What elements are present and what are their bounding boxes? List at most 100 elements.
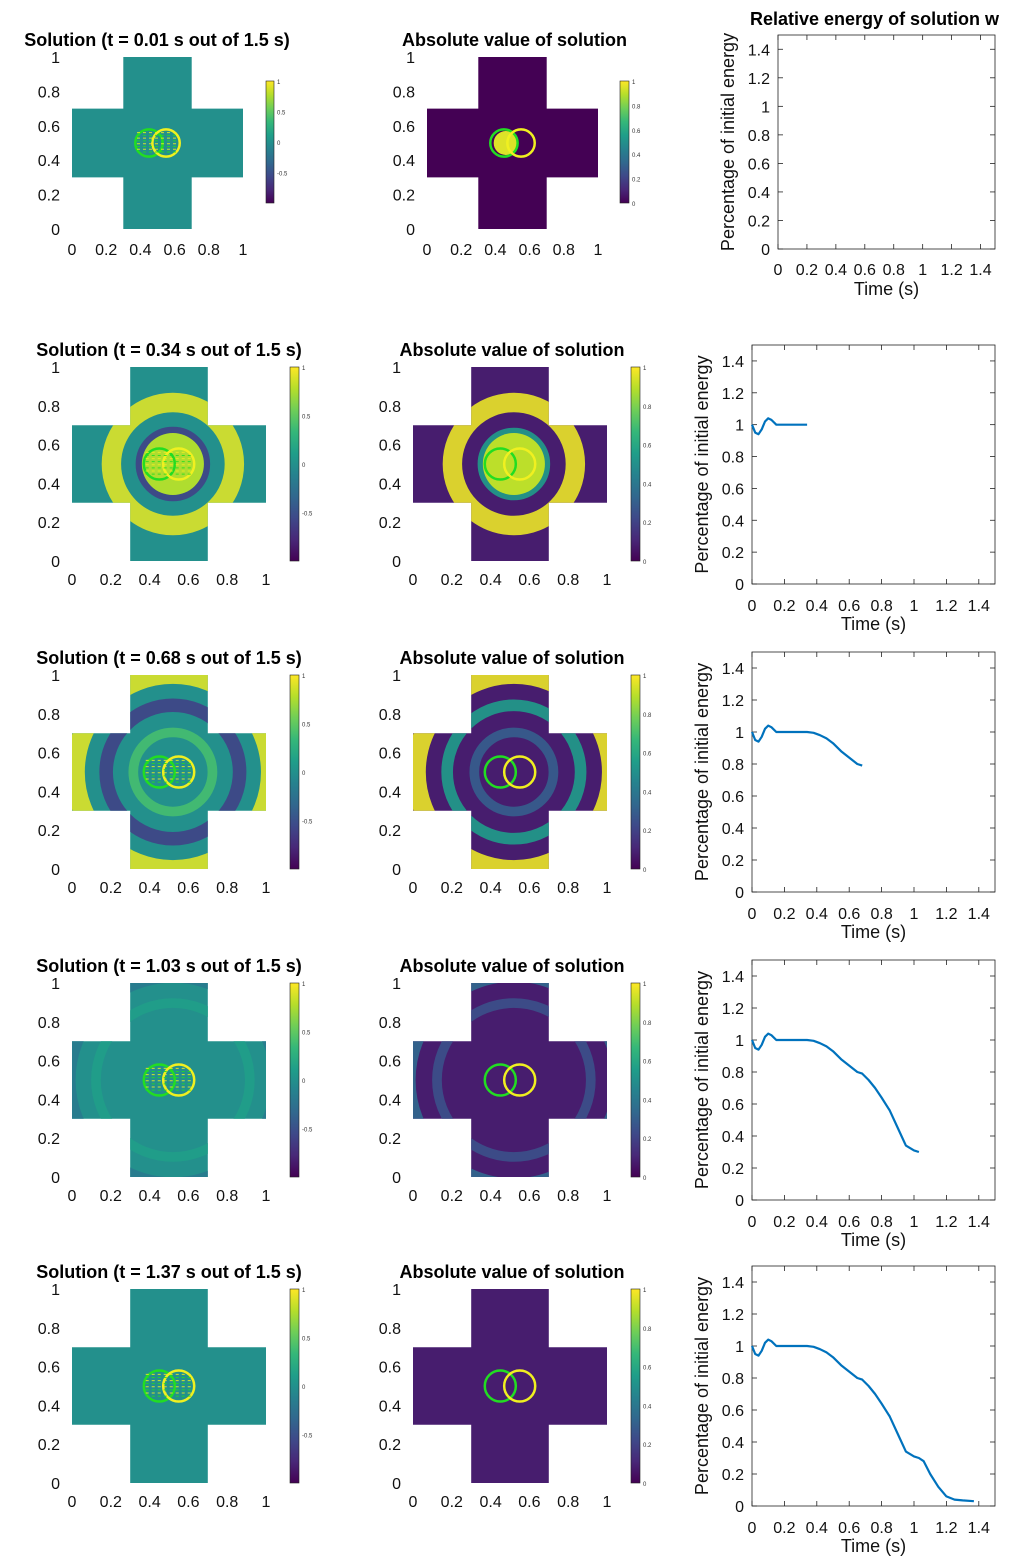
y-tick-label: 0.8 <box>393 84 415 101</box>
x-tick-label: 0.6 <box>838 598 860 615</box>
y-tick-label: 0.6 <box>748 156 770 173</box>
colorbar-tick: 0.2 <box>643 1137 652 1143</box>
source-blob <box>493 131 518 155</box>
colorbar-tick: 1 <box>643 1288 647 1294</box>
colorbar-tick: 0.6 <box>643 752 652 758</box>
x-tick-label: 0.2 <box>95 242 117 259</box>
y-tick-label: 0.4 <box>38 1092 60 1109</box>
cross-domain <box>72 675 266 869</box>
green-circle <box>142 1063 177 1097</box>
green-circle <box>483 1063 518 1097</box>
y-tick-label: 0.8 <box>379 707 401 724</box>
y-tick-label: 0 <box>51 554 60 571</box>
colorbar-tick: 0 <box>302 771 306 777</box>
x-tick-label: 0.8 <box>216 880 238 897</box>
x-tick-label: 1.2 <box>935 1520 957 1537</box>
yellow-circle <box>502 1369 537 1403</box>
x-tick-label: 0.8 <box>557 572 579 589</box>
y-tick-label: 0.2 <box>722 1161 744 1178</box>
wave-field <box>442 392 586 536</box>
x-tick-label: 0.2 <box>773 1214 795 1231</box>
x-tick-label: 1 <box>910 1214 919 1231</box>
x-tick-label: 0.4 <box>138 1188 160 1205</box>
energy-axes <box>751 1265 996 1507</box>
energy-axes <box>751 959 996 1201</box>
y-tick-label: 0.6 <box>722 1097 744 1114</box>
energy-ylabel: Percentage of initial energy <box>692 355 712 573</box>
x-tick-label: 1 <box>262 880 271 897</box>
y-tick-label: 0.2 <box>38 823 60 840</box>
y-tick-label: 0.2 <box>379 823 401 840</box>
abs-title: Absolute value of solution <box>399 956 624 976</box>
y-tick-label: 0.6 <box>722 1403 744 1420</box>
colorbar-tick: 0 <box>643 1176 647 1182</box>
energy-xlabel: Time (s) <box>841 614 906 634</box>
x-tick-label: 0.2 <box>100 572 122 589</box>
y-tick-label: 0.4 <box>379 476 401 493</box>
y-tick-label: 0.6 <box>38 438 60 455</box>
y-tick-label: 1 <box>735 418 744 435</box>
colorbar-tick: 0 <box>302 1385 306 1391</box>
wave-ring <box>441 699 587 845</box>
wave-field <box>493 131 518 155</box>
colorbar <box>289 1288 300 1484</box>
yellow-circle <box>151 128 181 158</box>
colorbar-tick: 0 <box>632 202 636 208</box>
colorbar-tick: 0.4 <box>643 1404 652 1410</box>
colorbar-tick: 0.2 <box>632 178 641 184</box>
wave-ring <box>72 675 266 869</box>
x-tick-label: 0.6 <box>163 242 185 259</box>
x-tick-label: 0 <box>748 1520 757 1537</box>
y-tick-label: 0.8 <box>748 128 770 145</box>
x-tick-label: 0.4 <box>479 1494 501 1511</box>
y-tick-label: 0.2 <box>379 1437 401 1454</box>
colorbar <box>619 80 630 204</box>
y-tick-label: 0.6 <box>379 746 401 763</box>
solution-title: Solution (t = 0.34 s out of 1.5 s) <box>36 340 302 360</box>
y-tick-label: 0.4 <box>722 821 744 838</box>
x-tick-label: 0 <box>68 1494 77 1511</box>
y-tick-label: 1.2 <box>722 1307 744 1324</box>
y-tick-label: 0.8 <box>38 707 60 724</box>
y-tick-label: 0.2 <box>379 515 401 532</box>
x-tick-label: 1 <box>603 1494 612 1511</box>
y-tick-label: 0.8 <box>722 1065 744 1082</box>
solution-title: Solution (t = 0.68 s out of 1.5 s) <box>36 648 302 668</box>
wave-ring <box>91 998 255 1162</box>
yellow-circle <box>502 447 537 481</box>
colorbar-tick: 0.6 <box>643 1060 652 1066</box>
wave-ring <box>99 698 247 846</box>
colorbar-tick: 0.8 <box>643 1327 652 1333</box>
colorbar <box>265 80 275 204</box>
y-tick-label: 1 <box>392 360 401 377</box>
y-tick-label: 0.8 <box>722 450 744 467</box>
x-tick-label: 1 <box>918 262 927 279</box>
colorbar-tick: 0.2 <box>643 829 652 835</box>
x-tick-label: 0 <box>68 880 77 897</box>
x-tick-label: 1.4 <box>968 1520 990 1537</box>
colorbar-tick: 1 <box>643 366 647 372</box>
y-tick-label: 0.6 <box>379 1360 401 1377</box>
y-tick-label: 0.2 <box>38 1437 60 1454</box>
x-tick-label: 0.8 <box>557 880 579 897</box>
colorbar <box>630 674 641 870</box>
y-tick-label: 1 <box>761 99 770 116</box>
yellow-circle <box>161 1369 196 1403</box>
colorbar-tick: -0.5 <box>277 172 288 178</box>
wave-ring <box>442 392 586 536</box>
green-circle <box>134 128 164 158</box>
colorbar-tick: 0.6 <box>632 129 641 135</box>
y-tick-label: 0.6 <box>379 1054 401 1071</box>
colorbar-tick: 0.4 <box>643 1098 652 1104</box>
colorbar-tick: 1 <box>302 366 306 372</box>
energy-ylabel: Percentage of initial energy <box>692 663 712 881</box>
x-tick-label: 0.4 <box>484 242 506 259</box>
colorbar-tick: 0 <box>643 560 647 566</box>
colorbar-tick: 0.6 <box>643 444 652 450</box>
colorbar-tick: -0.5 <box>302 512 313 518</box>
